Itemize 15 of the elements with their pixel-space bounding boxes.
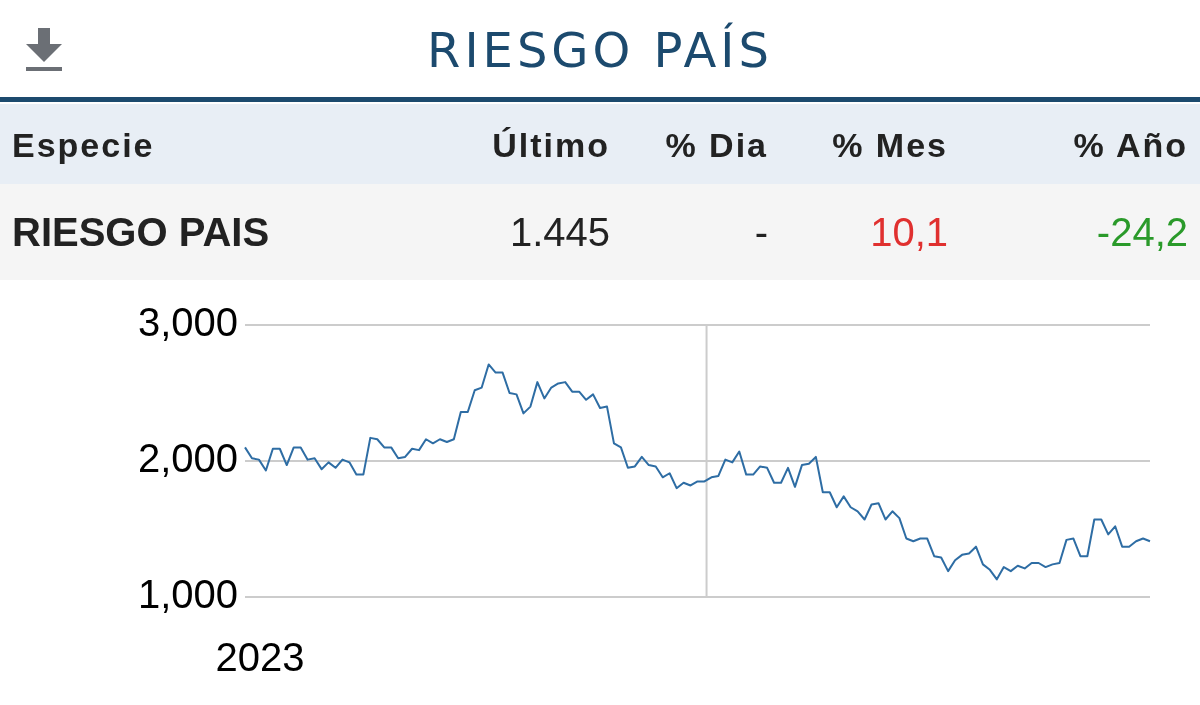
text: 10,1 (870, 210, 948, 255)
text: Especie (12, 126, 155, 165)
chart-title: RIESGO PAÍS (426, 22, 774, 78)
text: - (754, 210, 768, 255)
y-tick-label: 1,000 (137, 572, 238, 617)
text: 1.445 (509, 210, 610, 255)
y-tick-label: 2,000 (137, 436, 238, 481)
text: % Mes (832, 126, 948, 165)
y-tick-label: 3,000 (137, 300, 238, 345)
text: 2023 (215, 635, 305, 680)
text: -24,2 (1096, 210, 1188, 255)
text: Último (492, 126, 610, 165)
text: % Dia (665, 126, 768, 165)
text: % Año (1073, 126, 1188, 165)
text: RIESGO PAIS (12, 210, 270, 255)
